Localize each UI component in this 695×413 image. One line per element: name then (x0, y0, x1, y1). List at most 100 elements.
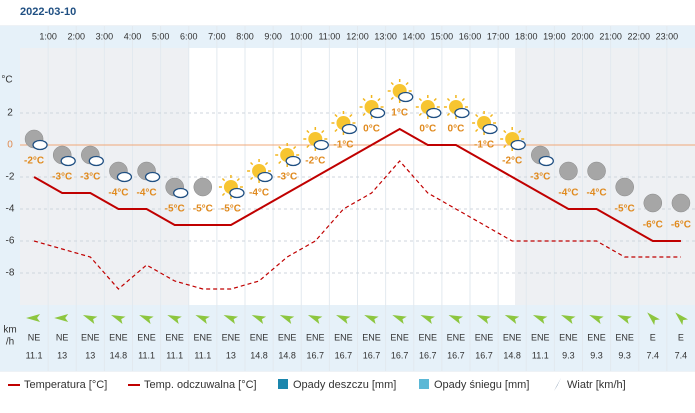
sun-ray (334, 113, 338, 118)
wind-arrow (675, 312, 689, 326)
temp-label: -4°C (558, 188, 578, 199)
moon (193, 177, 213, 197)
temp-label: -4°C (108, 188, 128, 199)
hour-label: 14:00 (402, 31, 425, 41)
wind-arrow (589, 314, 604, 324)
sun-ray (236, 177, 240, 182)
sun-ray (390, 81, 394, 86)
axis-band (0, 26, 20, 371)
wind-speed: 13 (85, 350, 95, 360)
cloud (313, 139, 329, 151)
wind-speed: 14.8 (110, 350, 128, 360)
wind-direction: ENE (615, 332, 634, 342)
wind-arrow (223, 314, 239, 324)
cloud (144, 171, 161, 183)
legend-label: Wiatr [km/h] (567, 379, 626, 391)
cloud (229, 187, 245, 199)
wind-direction: ENE (447, 332, 466, 342)
hour-label: 11:00 (318, 31, 340, 41)
cloud (426, 107, 442, 119)
wind-arrow (617, 314, 632, 324)
sun-ray (362, 97, 366, 102)
wind-direction: ENE (334, 332, 353, 342)
wind-direction: ENE (531, 332, 550, 342)
wind-arrow (111, 314, 126, 324)
sun-ray (264, 161, 269, 166)
temp-label: -1°C (333, 140, 353, 151)
wind-speed: 14.8 (278, 350, 296, 360)
y-tick-label: -6 (6, 236, 15, 247)
wind-arrow (647, 312, 660, 326)
sun-ray (518, 129, 522, 134)
sun-ray (503, 144, 507, 149)
cloud (510, 139, 526, 151)
cloud (116, 171, 133, 183)
wind-speed: 16.7 (391, 350, 409, 360)
cloud (32, 139, 48, 151)
wind-arrow (26, 314, 41, 322)
hour-label: 1:00 (39, 31, 57, 41)
wind-speed: 16.7 (419, 350, 437, 360)
date-title: 2022-03-10 (20, 6, 76, 18)
y-tick-label: -4 (6, 204, 15, 215)
series-line (33, 127, 681, 242)
hour-label: 21:00 (599, 31, 622, 41)
hour-label: 20:00 (571, 31, 594, 41)
temp-label: -3°C (277, 172, 297, 183)
wind-direction: E (678, 332, 684, 342)
sun-ray (475, 113, 479, 118)
sun-ray (433, 97, 437, 102)
sun-ray (306, 144, 310, 149)
temp-label: -3°C (530, 172, 550, 183)
cloud (285, 155, 301, 167)
temp-label: -4°C (587, 188, 607, 199)
wind-speed: 14.8 (250, 350, 268, 360)
wind-speed: 16.7 (363, 350, 381, 360)
wind-arrow (251, 314, 267, 324)
legend-swatch (419, 379, 429, 389)
sun-ray (446, 97, 451, 102)
sun-ray (306, 129, 310, 134)
cloud (482, 123, 498, 135)
cloud (538, 155, 554, 167)
sun-ray (446, 112, 451, 117)
wind-direction: E (650, 332, 656, 342)
temp-label: -5°C (165, 204, 185, 215)
sun-ray (461, 97, 465, 102)
sun-ray (221, 192, 226, 197)
wind-direction: ENE (419, 332, 438, 342)
moon (671, 193, 691, 213)
wind-arrow (82, 314, 98, 324)
wind-direction: NE (28, 332, 41, 342)
temp-label: -4°C (249, 188, 269, 199)
wind-direction: ENE (278, 332, 297, 342)
wind-direction: ENE (362, 332, 381, 342)
sun-ray (321, 129, 325, 134)
moon (643, 193, 663, 213)
sun-ray (503, 129, 507, 134)
wind-speed: 11.1 (166, 350, 183, 360)
cloud (257, 171, 273, 183)
temp-label: -1°C (474, 140, 494, 151)
wind-direction: ENE (306, 332, 325, 342)
wind-arrow (336, 314, 351, 324)
hour-label: 8:00 (236, 31, 254, 41)
hour-label: 23:00 (656, 31, 679, 41)
temp-label: -6°C (643, 220, 663, 231)
sun-ray (362, 112, 366, 117)
temp-label: 0°C (419, 124, 436, 135)
temp-label: -5°C (615, 204, 635, 215)
temp-label: 0°C (448, 124, 465, 135)
wind-direction: ENE (250, 332, 269, 342)
wind-speed: 14.8 (503, 350, 521, 360)
temp-label: -5°C (193, 204, 213, 215)
hour-label: 12:00 (346, 31, 369, 41)
cloud (454, 107, 470, 119)
wind-speed: 9.3 (590, 350, 603, 360)
wind-arrow (139, 314, 154, 324)
wind-direction: ENE (222, 332, 241, 342)
hour-label: 9:00 (264, 31, 282, 41)
wind-arrow (532, 314, 548, 324)
sun-ray (293, 145, 297, 150)
